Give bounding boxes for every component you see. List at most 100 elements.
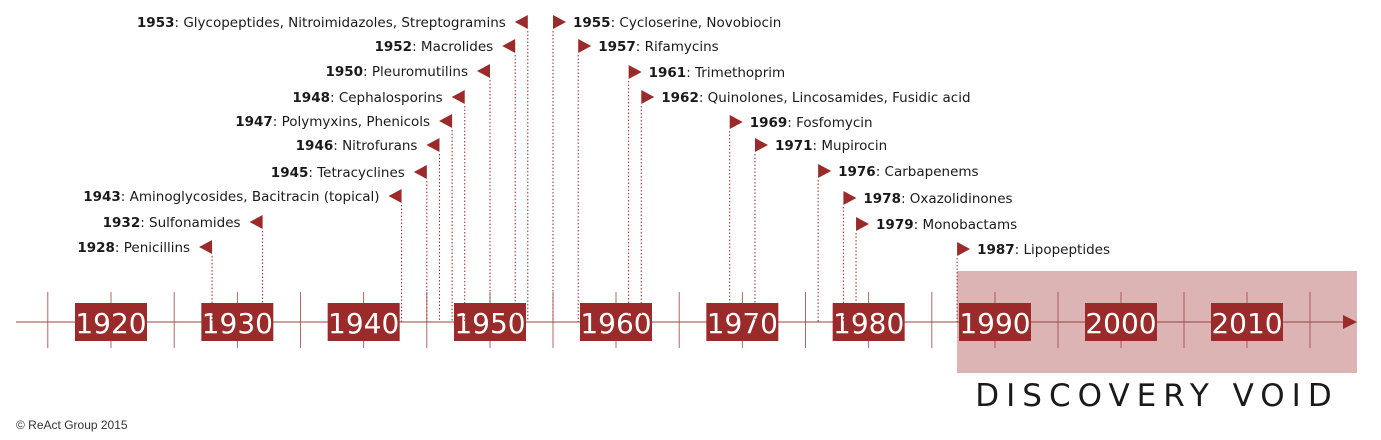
- event-classes: : Mupirocin: [813, 138, 888, 154]
- event-marker: [754, 138, 768, 152]
- event-label: 1946: Nitrofurans: [296, 138, 418, 154]
- copyright-notice: © ReAct Group 2015: [16, 418, 128, 432]
- discovery-void-label: DISCOVERY VOID: [975, 378, 1339, 414]
- event-year: 1978: [863, 191, 901, 207]
- event-classes: : Rifamycins: [636, 39, 719, 55]
- event-year: 1932: [103, 215, 141, 231]
- event-marker: [388, 189, 402, 203]
- event-year: 1962: [661, 90, 699, 106]
- decade-label: 2010: [1211, 307, 1282, 340]
- event-classes: : Quinolones, Lincosamides, Fusidic acid: [699, 90, 971, 106]
- event-classes: : Cephalosporins: [330, 90, 443, 106]
- event-label: 1987: Lipopeptides: [977, 242, 1110, 258]
- event-classes: : Penicillins: [115, 240, 190, 256]
- event-year: 1950: [325, 64, 363, 80]
- event-classes: : Fosfomycin: [787, 115, 872, 131]
- event-classes: : Macrolides: [412, 39, 493, 55]
- event-year: 1987: [977, 242, 1015, 258]
- decade-label: 1960: [580, 307, 651, 340]
- event-year: 1979: [876, 217, 914, 233]
- event-marker: [729, 115, 743, 129]
- event-classes: : Lipopeptides: [1015, 242, 1110, 258]
- event-marker: [477, 64, 490, 78]
- decade-box: [706, 303, 779, 341]
- event-year: 1976: [838, 164, 876, 180]
- event-label: 1962: Quinolones, Lincosamides, Fusidic …: [661, 90, 970, 106]
- event-label: 1971: Mupirocin: [775, 138, 887, 154]
- event-marker: [199, 240, 213, 254]
- decade-label: 1970: [707, 307, 778, 340]
- event-year: 1969: [750, 115, 788, 131]
- event-label: 1952: Macrolides: [375, 39, 494, 55]
- event-label: 1978: Oxazolidinones: [863, 191, 1012, 207]
- event-classes: : Pleuromutilins: [363, 64, 468, 80]
- event-label: 1953: Glycopeptides, Nitroimidazoles, St…: [137, 15, 506, 31]
- decade-box: [580, 303, 652, 341]
- event-marker: [553, 15, 566, 29]
- event-label: 1976: Carbapenems: [838, 164, 978, 180]
- event-year: 1928: [77, 240, 115, 256]
- event-label: 1943: Aminoglycosides, Bacitracin (topic…: [83, 189, 379, 205]
- event-marker: [249, 215, 263, 229]
- decade-box: [959, 303, 1031, 341]
- decade-label: 1930: [202, 307, 273, 340]
- decade-box: [1211, 303, 1283, 341]
- event-marker: [843, 191, 857, 205]
- event-marker: [426, 138, 440, 152]
- timeline-axis-arrowhead: [1343, 315, 1357, 329]
- decade-label: 1920: [75, 307, 146, 340]
- event-classes: : Sulfonamides: [140, 215, 240, 231]
- event-label: 1957: Rifamycins: [598, 39, 718, 55]
- event-classes: : Polymyxins, Phenicols: [273, 114, 430, 130]
- event-marker: [439, 114, 453, 128]
- event-classes: : Cycloserine, Novobiocin: [611, 15, 782, 31]
- event-label: 1961: Trimethoprim: [649, 65, 786, 81]
- event-marker: [502, 39, 516, 53]
- event-label: 1945: Tetracyclines: [271, 165, 405, 181]
- event-classes: : Glycopeptides, Nitroimidazoles, Strept…: [174, 15, 505, 31]
- event-marker: [451, 90, 465, 104]
- decade-label: 1980: [833, 307, 904, 340]
- event-marker: [818, 164, 832, 178]
- event-year: 1943: [83, 189, 121, 205]
- event-marker: [628, 65, 642, 79]
- decade-label: 1990: [959, 307, 1030, 340]
- event-classes: : Trimethoprim: [686, 65, 785, 81]
- event-classes: : Monobactams: [914, 217, 1018, 233]
- event-marker: [514, 15, 528, 29]
- decade-label: 1940: [328, 307, 399, 340]
- decade-box: [327, 303, 400, 341]
- event-year: 1953: [137, 15, 175, 31]
- event-year: 1952: [375, 39, 413, 55]
- event-year: 1946: [296, 138, 334, 154]
- event-marker: [578, 39, 592, 53]
- event-year: 1955: [573, 15, 611, 31]
- event-classes: : Aminoglycosides, Bacitracin (topical): [121, 189, 380, 205]
- event-year: 1945: [271, 165, 309, 181]
- event-classes: : Carbapenems: [876, 164, 979, 180]
- event-marker: [413, 165, 427, 179]
- decade-box: [832, 303, 905, 341]
- decade-label: 2000: [1085, 307, 1156, 340]
- event-year: 1957: [598, 39, 636, 55]
- event-label: 1979: Monobactams: [876, 217, 1017, 233]
- event-year: 1971: [775, 138, 813, 154]
- event-label: 1955: Cycloserine, Novobiocin: [573, 15, 781, 31]
- event-label: 1948: Cephalosporins: [292, 90, 442, 106]
- decade-box: [201, 303, 274, 341]
- event-year: 1961: [649, 65, 687, 81]
- event-label: 1932: Sulfonamides: [103, 215, 241, 231]
- event-classes: : Oxazolidinones: [901, 191, 1013, 207]
- event-year: 1947: [235, 114, 273, 130]
- event-marker: [641, 90, 655, 104]
- event-label: 1928: Penicillins: [77, 240, 190, 256]
- event-marker: [856, 217, 870, 231]
- event-classes: : Tetracyclines: [308, 165, 404, 181]
- decade-box: [1085, 303, 1157, 341]
- event-label: 1947: Polymyxins, Phenicols: [235, 114, 430, 130]
- event-label: 1969: Fosfomycin: [750, 115, 873, 131]
- event-classes: : Nitrofurans: [333, 138, 417, 154]
- event-year: 1948: [292, 90, 330, 106]
